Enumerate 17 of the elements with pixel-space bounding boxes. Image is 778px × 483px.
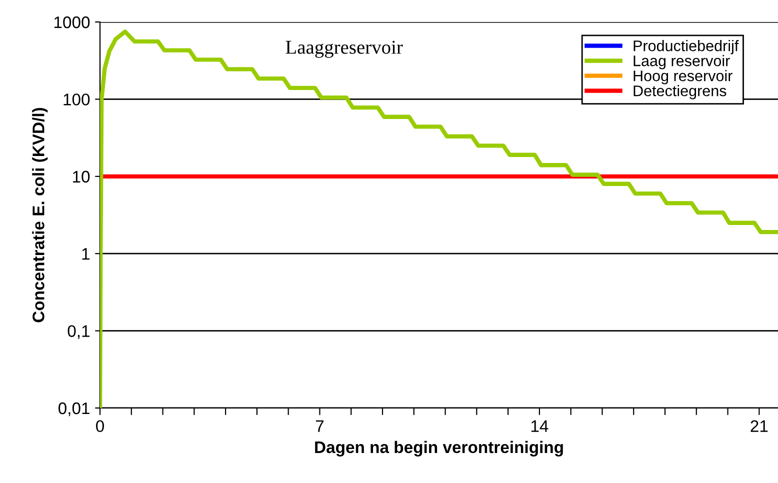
y-axis-title: Concentratie E. coli (KVD/l)	[32, 108, 48, 322]
x-tick-label: 7	[316, 420, 324, 432]
x-axis-title: Dagen na begin verontreiniging	[315, 440, 563, 457]
x-tick-label: 21	[750, 420, 768, 432]
y-tick-label: 1000	[54, 16, 90, 28]
legend-label: Productiebedrijf	[634, 40, 739, 54]
legend-label: Hoog reservoir	[634, 70, 732, 84]
x-tick-label: 14	[531, 420, 548, 432]
y-tick-label: 1	[82, 248, 90, 260]
annotation: Laaggreservoir	[286, 40, 403, 58]
x-tick-label: 0	[96, 420, 104, 432]
y-tick-label: 0,01	[58, 402, 90, 416]
legend-label: Laag reservoir	[634, 55, 730, 70]
y-tick-label: 100	[64, 94, 90, 106]
y-tick-label: 10	[73, 170, 90, 183]
legend-label: Detectiegrens	[634, 85, 726, 100]
y-tick-label: 0,1	[68, 325, 90, 339]
